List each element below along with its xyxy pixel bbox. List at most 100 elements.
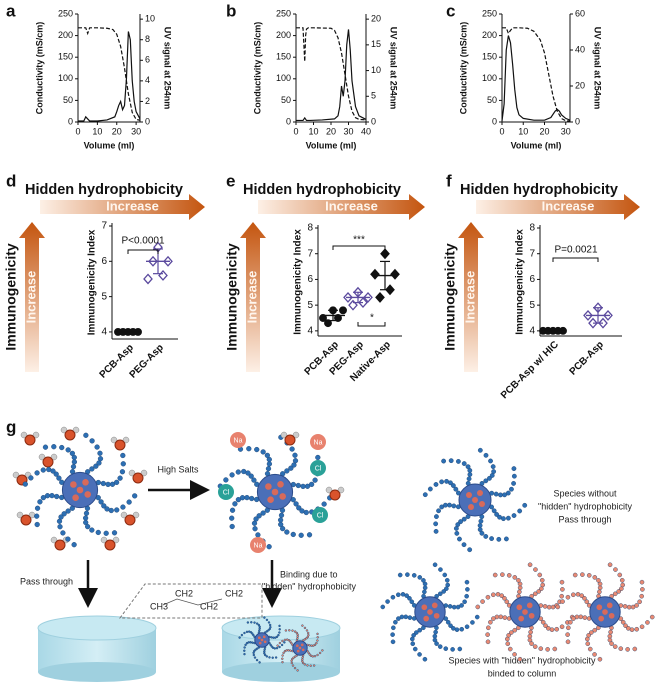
polymer-bead	[291, 664, 295, 667]
polymer-bead	[22, 481, 28, 487]
polymer-bead	[483, 478, 489, 484]
polymer-bead	[321, 649, 324, 652]
polymer-bead	[486, 625, 491, 631]
panel-label: f	[446, 171, 452, 190]
polymer-bead	[97, 450, 103, 456]
polymer-bead	[278, 624, 281, 628]
data-point	[324, 319, 332, 328]
polymer-bead	[274, 656, 278, 659]
protein-patch	[528, 612, 535, 619]
polymer-bead	[256, 513, 262, 519]
x-tick-label: 20	[112, 126, 122, 136]
data-point	[334, 314, 342, 322]
y-tick-label: 100	[482, 73, 497, 83]
polymer-bead	[407, 615, 413, 620]
polymer-bead	[512, 575, 518, 580]
polymer-bead	[414, 630, 419, 635]
polymer-bead	[249, 495, 255, 502]
polymer-bead	[444, 577, 450, 583]
polymer-bead	[108, 507, 114, 514]
panel-label: b	[226, 1, 236, 20]
polymer-bead	[277, 633, 280, 637]
polymer-bead	[438, 567, 443, 572]
polymer-bead	[459, 626, 465, 632]
protein-patch	[472, 497, 478, 503]
polymer-bead	[316, 653, 319, 657]
polymer-bead	[538, 646, 544, 651]
y-tick-label: 0	[286, 116, 291, 126]
polymer-bead	[480, 599, 485, 604]
polymer-bead	[289, 446, 295, 452]
polymer-bead	[454, 530, 460, 536]
arrow	[258, 194, 425, 220]
y-tick-label: 5	[529, 300, 535, 311]
polymer-bead	[83, 510, 90, 516]
polymer-bead	[265, 655, 269, 658]
polymer-bead	[517, 585, 523, 591]
ion	[230, 432, 246, 448]
polymer-bead	[82, 515, 89, 521]
polymer-bead	[445, 582, 450, 588]
polymer-bead	[253, 656, 257, 659]
data-point	[158, 269, 168, 281]
protein-patch	[277, 481, 284, 488]
x-tick-label: 0	[499, 126, 504, 136]
hydrogen	[122, 436, 130, 444]
polymer-bead	[244, 643, 247, 647]
polymer-bead	[434, 514, 439, 520]
polymer-bead	[252, 653, 256, 657]
arrow	[240, 222, 266, 372]
polymer-bead	[403, 614, 409, 620]
polymer-bead	[492, 572, 498, 578]
bond	[162, 598, 223, 606]
polymer-bead	[597, 589, 602, 595]
polymer-bead	[94, 444, 100, 450]
y-tick-label: 4	[101, 327, 107, 338]
polymer-bead	[42, 444, 49, 450]
protein-patch	[421, 604, 428, 611]
panel-title: Hidden hydrophobicity	[25, 182, 183, 198]
polymer-bead	[255, 658, 259, 662]
arrow-title: Immunogenicity	[224, 243, 240, 351]
polymer-bead	[245, 641, 249, 645]
panel-label: e	[226, 171, 235, 190]
polymer-bead	[537, 572, 543, 578]
hydrogen	[32, 431, 40, 439]
polymer-bead	[252, 526, 258, 532]
y2-axis-label: UV signal at 254nm	[593, 27, 603, 110]
polymer-bead	[632, 646, 638, 652]
polymer-bead	[269, 626, 272, 629]
protein-patch	[72, 494, 79, 502]
polymer-bead	[570, 592, 576, 598]
data-line	[78, 27, 141, 121]
polymer-bead	[439, 479, 445, 485]
polymer-bead	[244, 494, 250, 501]
arrow	[458, 222, 484, 372]
polymer-bead	[301, 661, 305, 665]
water	[280, 431, 300, 446]
significance-bracket	[127, 249, 159, 254]
polymer-bead	[490, 592, 496, 598]
polymer-bead	[34, 505, 41, 511]
polymer-bead	[528, 629, 533, 635]
y-tick-label: 100	[276, 73, 291, 83]
polymer-bead	[483, 534, 489, 539]
oxygen	[54, 539, 66, 551]
ion-label: Na	[254, 542, 263, 549]
x-tick-label: 30	[131, 126, 141, 136]
polymer-bead	[502, 615, 508, 620]
polymer-bead	[511, 480, 516, 486]
polymer-bead	[478, 518, 484, 524]
protein-patch	[267, 496, 274, 504]
polymer-bead	[491, 616, 496, 621]
significance-bracket	[357, 322, 386, 327]
hydrogen	[60, 426, 68, 434]
polymer-bead	[597, 656, 603, 662]
polymer-bead	[527, 633, 533, 639]
polymer-bead	[60, 530, 66, 536]
polymer-bead	[465, 464, 471, 470]
protein-patch	[279, 493, 287, 500]
polymer-bead	[612, 644, 618, 649]
polymer-bead	[532, 591, 538, 597]
polymer-bead	[83, 432, 89, 438]
